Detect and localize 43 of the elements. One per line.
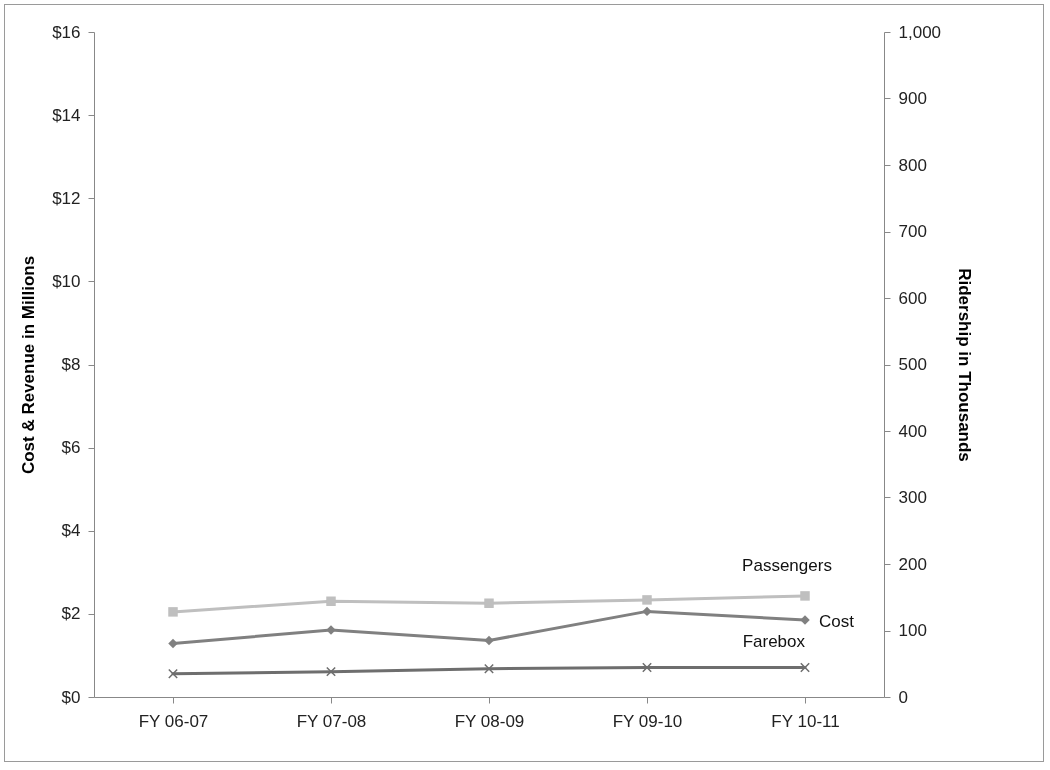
y2-tick-label: 900 [898, 89, 927, 108]
y-tick-label: $16 [52, 22, 81, 42]
series-label: Passengers [742, 555, 832, 575]
y2-tick-label: 200 [898, 554, 927, 574]
x-tick-label: FY 10-11 [771, 711, 840, 731]
y2-tick-label: 700 [898, 222, 927, 241]
y2-tick-label: 800 [898, 155, 927, 175]
x-tick-label: FY 06-07 [138, 711, 209, 731]
series-label: Farebox [742, 632, 806, 652]
point [642, 595, 652, 605]
y-axis-title: Cost & Revenue in Millions [19, 255, 39, 475]
y2-tick-label: 0 [898, 687, 908, 707]
y-tick-label: $12 [52, 188, 81, 208]
point [484, 598, 494, 608]
y-tick-label: $6 [61, 438, 81, 458]
point [484, 635, 494, 646]
x-tick-label: FY 09-10 [612, 711, 683, 731]
y2-tick-label: 600 [898, 288, 927, 308]
y-tick-label: $0 [61, 687, 81, 707]
y-tick-label: $2 [61, 604, 81, 624]
y-tick-label: $4 [61, 521, 81, 541]
y-tick-label: $10 [52, 271, 81, 291]
y2-tick-label: 1,000 [898, 22, 942, 42]
point [642, 662, 652, 673]
y2-tick-label: 500 [898, 355, 927, 374]
point [484, 663, 494, 674]
y2-tick-label: 300 [898, 488, 927, 507]
y2-tick-label: 100 [898, 621, 927, 640]
y-tick-label: $8 [61, 355, 81, 374]
y2-tick-label: 400 [898, 421, 927, 441]
point [326, 596, 336, 606]
point [800, 662, 810, 673]
point [168, 638, 178, 649]
y-tick-label: $14 [52, 105, 81, 125]
point [168, 607, 178, 617]
series-label: Cost [819, 612, 855, 632]
point [168, 668, 178, 679]
x-tick-label: FY 08-09 [454, 711, 525, 731]
y2-axis-title: Ridership in Thousands [955, 268, 975, 462]
point [800, 591, 810, 601]
x-tick-label: FY 07-08 [296, 711, 367, 731]
point [326, 666, 336, 677]
point [642, 606, 652, 617]
